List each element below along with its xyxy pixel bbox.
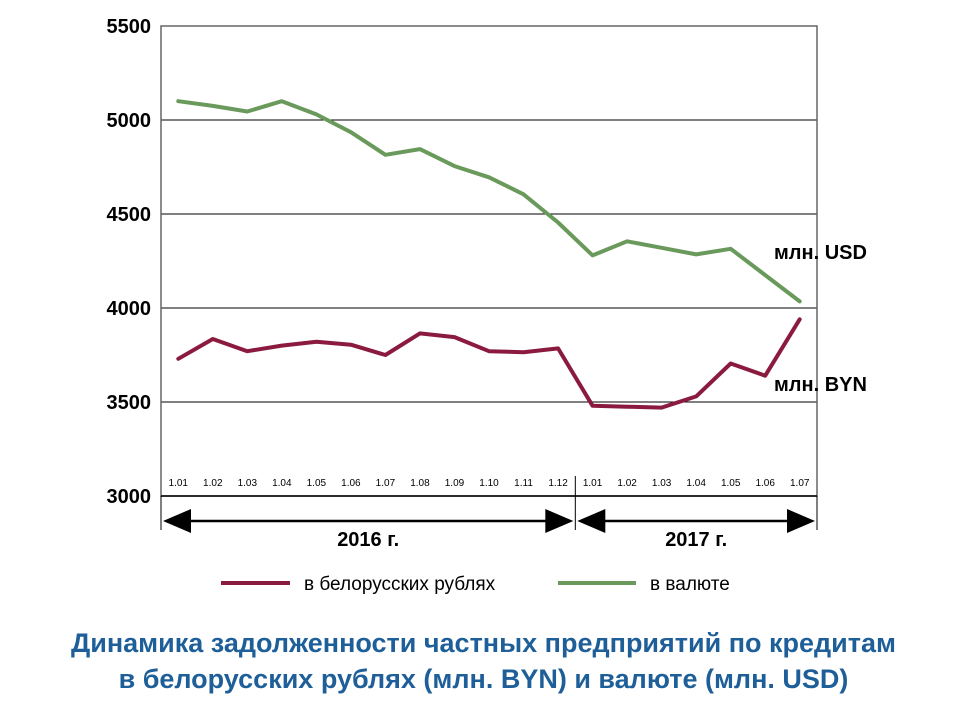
series-line-1	[176, 99, 802, 304]
x-tick-label-12: 1.01	[583, 478, 603, 489]
y-tick-labels: 3000 3500 4000 4500 5000 5500	[107, 16, 152, 508]
x-tick-label-11: 1.12	[548, 478, 568, 489]
series-lines	[176, 99, 802, 410]
y-tick-label-3500: 3500	[107, 392, 152, 414]
x-tick-label-7: 1.08	[410, 478, 430, 489]
series-line-0	[176, 317, 802, 410]
x-tick-label-15: 1.04	[686, 478, 706, 489]
plot-frame	[160, 25, 818, 497]
series-end-label-0: млн. BYN	[774, 374, 867, 396]
grid-lines	[161, 25, 817, 403]
x-tick-label-18: 1.07	[790, 478, 810, 489]
year-markers: 2016 г. 2017 г.	[160, 476, 818, 551]
y-tick-label-5000: 5000	[107, 110, 152, 132]
y-tick-label-4500: 4500	[107, 204, 152, 226]
x-tick-label-9: 1.10	[479, 478, 499, 489]
y-tick-label-5500: 5500	[107, 16, 152, 38]
x-tick-labels: 1.01 1.02 1.03 1.04 1.05 1.06 1.07 1.08 1.09 1.10…	[169, 478, 810, 489]
x-tick-label-0: 1.01	[169, 478, 189, 489]
year-arrow-left-0	[163, 509, 191, 533]
x-tick-label-16: 1.05	[721, 478, 741, 489]
chart-title-line-1: Динамика задолженности частных предприят…	[71, 628, 896, 658]
x-tick-label-14: 1.03	[652, 478, 672, 489]
x-tick-label-5: 1.06	[341, 478, 361, 489]
year-arrow-right-1	[787, 509, 815, 533]
year-label-0: 2016 г.	[337, 529, 399, 551]
x-tick-label-6: 1.07	[376, 478, 396, 489]
x-tick-label-8: 1.09	[445, 478, 465, 489]
chart-title-line-2: в белорусских рублях (млн. BYN) и валюте…	[118, 664, 849, 694]
legend: в белорусских рублях в валюте	[221, 574, 730, 595]
y-tick-label-3000: 3000	[107, 486, 152, 508]
x-tick-label-17: 1.06	[755, 478, 775, 489]
series-end-labels: млн. BYN млн. USD	[774, 242, 867, 396]
year-arrow-left-1	[577, 509, 606, 533]
series-end-label-1: млн. USD	[774, 242, 867, 264]
axes	[160, 25, 818, 497]
x-tick-label-1: 1.02	[203, 478, 223, 489]
x-tick-label-4: 1.05	[307, 478, 327, 489]
year-arrow-right-0	[545, 509, 574, 533]
y-tick-label-4000: 4000	[107, 298, 152, 320]
legend-label-1: в валюте	[650, 574, 730, 595]
x-tick-label-3: 1.04	[272, 478, 292, 489]
legend-label-0: в белорусских рублях	[304, 574, 496, 595]
x-tick-label-13: 1.02	[617, 478, 637, 489]
x-tick-label-10: 1.11	[514, 478, 533, 489]
year-label-1: 2017 г.	[665, 529, 727, 551]
x-tick-label-2: 1.03	[238, 478, 258, 489]
